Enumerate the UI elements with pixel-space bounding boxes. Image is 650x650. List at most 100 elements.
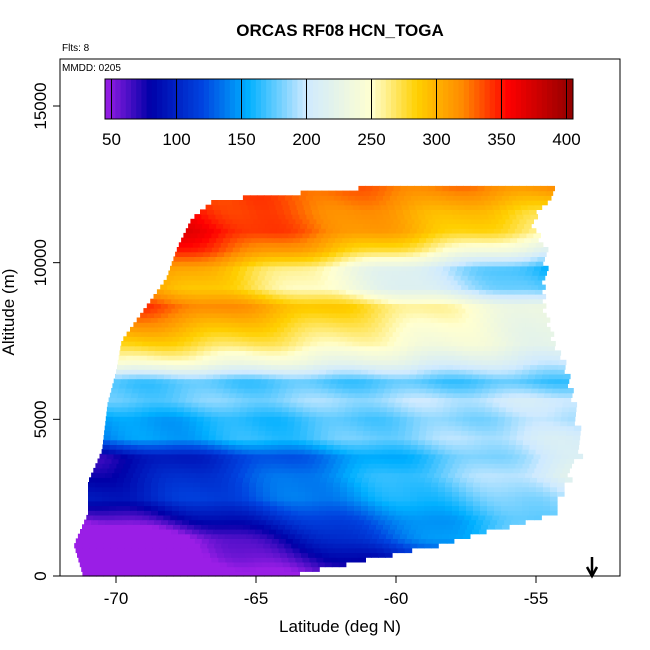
heatmap-cell <box>200 543 208 549</box>
heatmap-cell <box>515 491 523 497</box>
heatmap-cell <box>466 209 474 215</box>
heatmap-cell <box>259 420 267 427</box>
heatmap-cell <box>273 251 281 257</box>
heatmap-cell <box>236 524 244 530</box>
heatmap-cell <box>179 336 187 342</box>
heatmap-cell <box>265 355 274 361</box>
heatmap-cell <box>406 416 415 422</box>
heatmap-cell <box>298 491 306 497</box>
heatmap-cell <box>217 472 225 478</box>
heatmap-cell <box>347 392 356 398</box>
heatmap-cell <box>427 420 435 427</box>
heatmap-cell <box>450 467 458 474</box>
heatmap-cell <box>439 214 447 220</box>
heatmap-cell <box>468 355 477 361</box>
heatmap-cell <box>491 345 499 351</box>
heatmap-cell <box>487 326 495 333</box>
heatmap-cell <box>392 519 400 525</box>
heatmap-cell <box>214 510 222 516</box>
heatmap-cell <box>209 355 218 361</box>
heatmap-cell <box>172 444 181 450</box>
heatmap-cell <box>453 524 461 530</box>
heatmap-cell <box>414 345 422 351</box>
heatmap-cell <box>108 397 117 403</box>
x-tick-label: -60 <box>384 589 409 608</box>
heatmap-cell <box>446 477 454 483</box>
heatmap-cell <box>368 209 376 215</box>
heatmap-cell <box>489 388 497 394</box>
heatmap-cell <box>179 392 188 398</box>
heatmap-cell <box>511 420 519 427</box>
heatmap-cell <box>416 242 425 248</box>
heatmap-cell <box>479 228 488 234</box>
heatmap-cell <box>244 237 252 243</box>
heatmap-cell <box>171 298 179 304</box>
heatmap-cell <box>244 303 253 309</box>
heatmap-cell <box>291 209 299 215</box>
heatmap-cell <box>404 547 413 554</box>
heatmap-cell <box>477 218 485 225</box>
heatmap-cell <box>515 369 523 375</box>
heatmap-cell <box>217 270 225 276</box>
heatmap-cell <box>336 519 344 525</box>
heatmap-cell <box>421 345 429 351</box>
heatmap-cell <box>426 237 434 243</box>
heatmap-cell <box>193 486 201 492</box>
heatmap-cell <box>270 195 279 201</box>
heatmap-cell <box>283 449 292 455</box>
heatmap-cell <box>414 406 423 413</box>
heatmap-cell <box>173 359 182 366</box>
heatmap-cell <box>509 275 518 281</box>
heatmap-cell <box>459 336 467 342</box>
heatmap-cell <box>319 486 327 492</box>
heatmap-cell <box>200 500 208 507</box>
heatmap-cell <box>200 369 208 375</box>
heatmap-cell <box>166 275 175 281</box>
heatmap-cell <box>424 195 433 201</box>
heatmap-cell <box>315 270 323 276</box>
heatmap-cell <box>319 491 327 497</box>
heatmap-cell <box>420 251 428 257</box>
heatmap-cell <box>285 524 293 530</box>
heatmap-cell <box>356 237 364 243</box>
heatmap-cell <box>277 482 285 488</box>
colorbar-segment <box>131 79 137 119</box>
heatmap-cell <box>405 294 414 300</box>
heatmap-cell <box>433 303 442 309</box>
heatmap-cell <box>235 491 243 497</box>
heatmap-cell <box>361 444 370 450</box>
heatmap-cell <box>353 298 361 304</box>
heatmap-cell <box>323 345 331 351</box>
heatmap-cell <box>453 214 461 220</box>
heatmap-cell <box>510 223 518 229</box>
heatmap-cell <box>432 256 440 262</box>
heatmap-cell <box>187 547 196 554</box>
heatmap-cell <box>321 425 330 431</box>
heatmap-cell <box>484 218 492 225</box>
heatmap-cell <box>529 392 538 398</box>
heatmap-cell <box>572 439 580 445</box>
heatmap-cell <box>407 453 416 460</box>
heatmap-cell <box>464 402 473 408</box>
heatmap-cell <box>171 449 180 455</box>
heatmap-cell <box>242 486 250 492</box>
heatmap-cell <box>498 185 506 192</box>
heatmap-cell <box>443 467 451 474</box>
heatmap-cell <box>211 557 219 563</box>
heatmap-cell <box>440 388 448 394</box>
heatmap-cell <box>318 449 327 455</box>
heatmap-cell <box>98 533 107 539</box>
heatmap-cell <box>289 265 297 272</box>
heatmap-cell <box>215 439 223 445</box>
heatmap-cell <box>360 228 369 234</box>
heatmap-cell <box>148 557 156 563</box>
heatmap-cell <box>171 529 179 535</box>
heatmap-cell <box>377 223 385 229</box>
heatmap-cell <box>438 486 446 492</box>
heatmap-cell <box>379 232 387 239</box>
heatmap-cell <box>162 453 171 460</box>
heatmap-cell <box>559 430 567 436</box>
heatmap-cell <box>320 214 328 220</box>
heatmap-cell <box>331 265 339 272</box>
heatmap-cell <box>388 228 397 234</box>
